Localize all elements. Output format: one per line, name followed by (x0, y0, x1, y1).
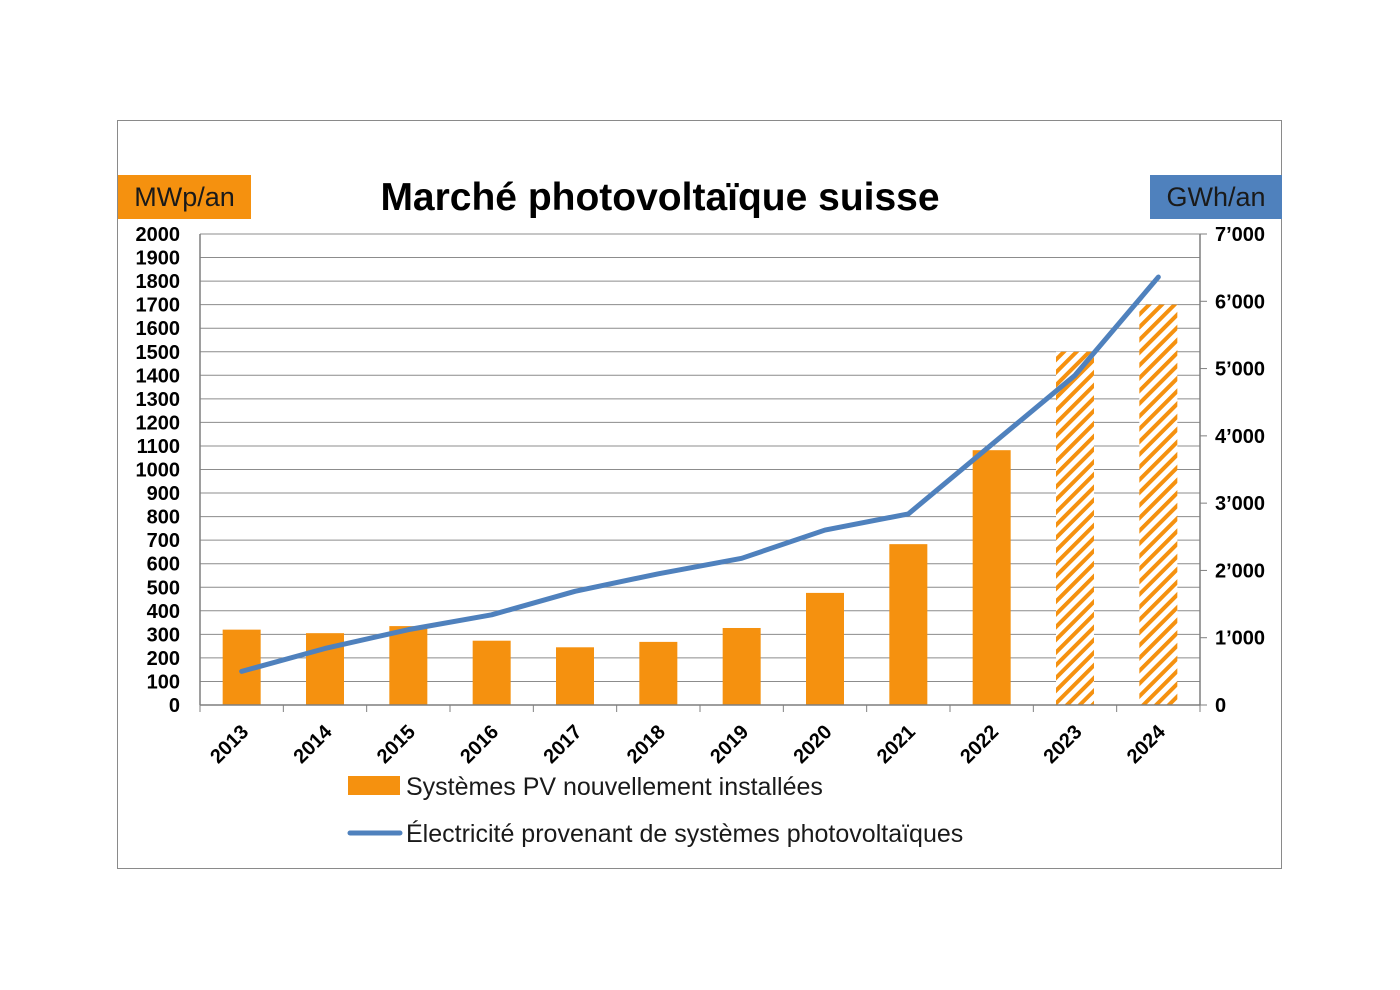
x-tick-label: 2013 (206, 721, 253, 768)
x-tick-label: 2019 (706, 721, 753, 768)
right-axis-unit-label: GWh/an (1150, 175, 1282, 219)
line-series (239, 274, 1161, 674)
legend-bar-swatch (348, 776, 400, 795)
right-tick-label: 5’000 (1215, 359, 1265, 381)
left-tick-label: 1000 (136, 460, 181, 482)
left-tick-label: 1600 (136, 318, 181, 340)
x-tick-label: 2021 (873, 721, 920, 768)
left-tick-label: 1700 (136, 295, 181, 317)
bar-2021 (889, 544, 928, 705)
axes (199, 233, 1207, 712)
electricity-line (239, 274, 1161, 674)
right-tick-label: 2’000 (1215, 560, 1265, 582)
left-tick-label: 500 (147, 577, 180, 599)
left-tick-label: 1500 (136, 342, 181, 364)
left-axis-unit-label: MWp/an (118, 175, 251, 219)
right-tick-label: 3’000 (1215, 493, 1265, 515)
left-tick-label: 600 (147, 554, 180, 576)
bar-2022 (972, 450, 1011, 705)
left-tick-label: 2000 (136, 224, 181, 246)
chart-title: Marché photovoltaïque suisse (380, 176, 939, 219)
x-tick-label: 2014 (290, 720, 338, 768)
legend-bar-label: Systèmes PV nouvellement installées (406, 773, 823, 801)
left-tick-label: 1100 (137, 436, 180, 458)
x-tick-label: 2024 (1123, 720, 1171, 768)
bar-2015 (389, 626, 428, 705)
bar-2024 (1139, 304, 1178, 705)
x-tick-label: 2020 (790, 721, 837, 768)
right-tick-label: 1’000 (1215, 628, 1265, 650)
right-tick-label: 7’000 (1215, 224, 1265, 246)
left-tick-label: 1300 (136, 389, 181, 411)
left-tick-label: 700 (147, 530, 180, 552)
left-tick-label: 800 (147, 507, 180, 529)
x-tick-label: 2017 (540, 721, 587, 768)
x-tick-label: 2023 (1040, 721, 1087, 768)
bar-2017 (556, 647, 594, 705)
x-tick-label: 2018 (623, 721, 670, 768)
right-tick-label: 0 (1215, 695, 1226, 717)
x-tick-label: 2015 (373, 721, 420, 768)
bar-2018 (639, 641, 678, 705)
bar-2016 (472, 640, 511, 705)
bar-2020 (806, 592, 844, 705)
x-tick-label: 2016 (456, 721, 503, 768)
legend-line-label: Électricité provenant de systèmes photov… (406, 819, 963, 848)
left-tick-label: 1400 (136, 365, 181, 387)
left-tick-label: 200 (147, 648, 180, 670)
left-tick-label: 1900 (136, 248, 181, 270)
bar-series (222, 304, 1178, 705)
tick-labels: 0100200300400500600700800900100011001200… (136, 224, 1266, 768)
left-tick-label: 1200 (136, 412, 181, 434)
left-tick-label: 400 (147, 601, 180, 623)
left-tick-label: 1800 (136, 271, 181, 293)
left-tick-label: 900 (147, 483, 180, 505)
gridlines (200, 233, 1200, 682)
right-tick-label: 4’000 (1215, 426, 1265, 448)
right-tick-label: 6’000 (1215, 291, 1265, 313)
bar-2019 (722, 627, 761, 705)
left-tick-label: 100 (147, 671, 180, 693)
legend: Systèmes PV nouvellement installées Élect… (347, 773, 963, 848)
left-tick-label: 300 (147, 624, 180, 646)
bar-2023 (1056, 351, 1094, 705)
left-tick-label: 0 (169, 695, 180, 717)
x-tick-label: 2022 (956, 721, 1003, 768)
